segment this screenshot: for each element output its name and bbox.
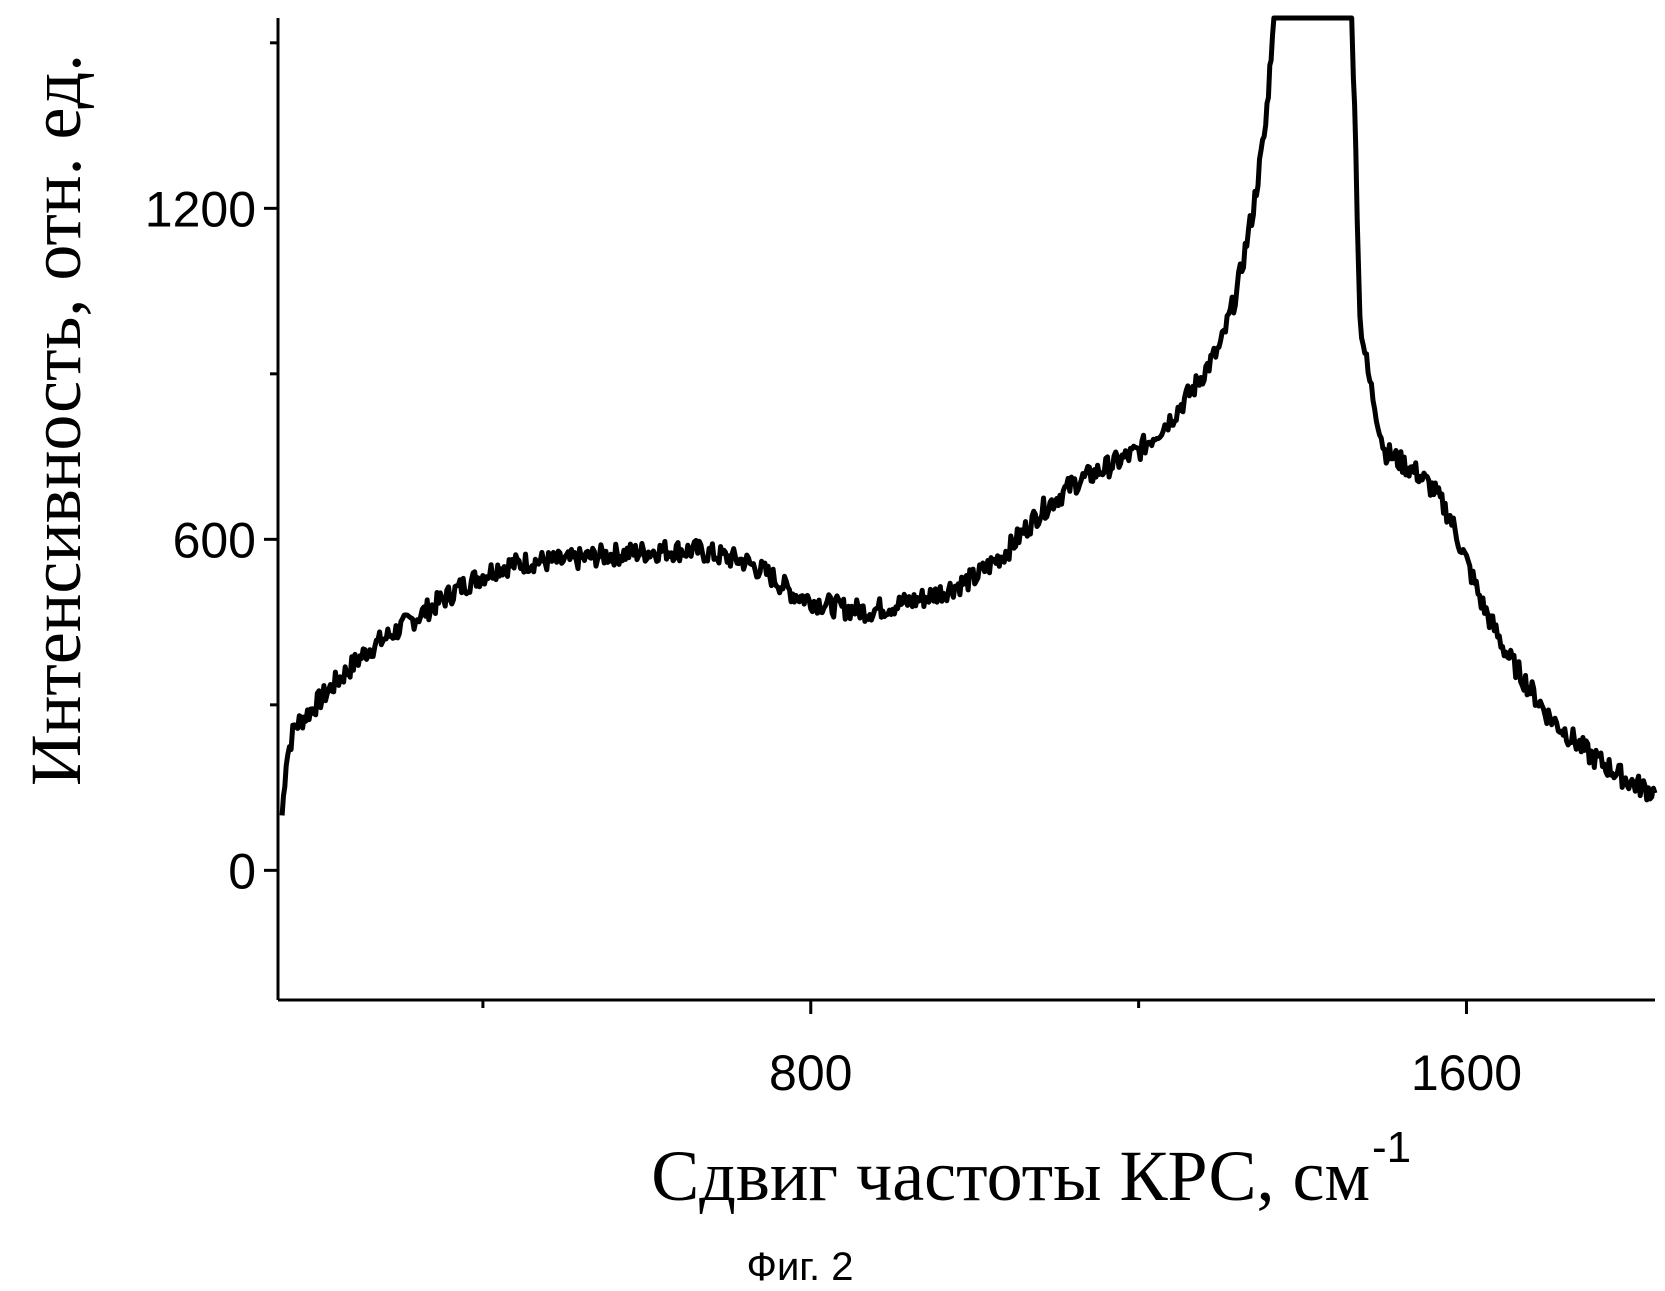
y-tick-label: 1200 bbox=[145, 181, 256, 237]
spectrum-line bbox=[279, 15, 1658, 816]
x-ticks: 800 1600 bbox=[481, 1000, 1522, 1101]
x-axis: 800 1600 bbox=[278, 998, 1655, 1101]
x-tick-label: 800 bbox=[769, 1045, 852, 1101]
plot-area bbox=[279, 15, 1658, 816]
y-tick-label: 0 bbox=[228, 843, 256, 899]
y-axis-label: Интенсивность, отн. ед. bbox=[16, 54, 96, 786]
x-axis-label: Сдвиг частоты КРС, см bbox=[651, 1136, 1370, 1216]
x-tick-label: 1600 bbox=[1411, 1045, 1522, 1101]
x-axis-label-superscript: -1 bbox=[1372, 1123, 1411, 1172]
y-tick-label: 600 bbox=[173, 512, 256, 568]
figure-caption: Фиг. 2 bbox=[747, 1245, 854, 1289]
y-axis: 0 600 1200 bbox=[145, 18, 280, 1000]
y-ticks: 0 600 1200 bbox=[145, 41, 278, 899]
